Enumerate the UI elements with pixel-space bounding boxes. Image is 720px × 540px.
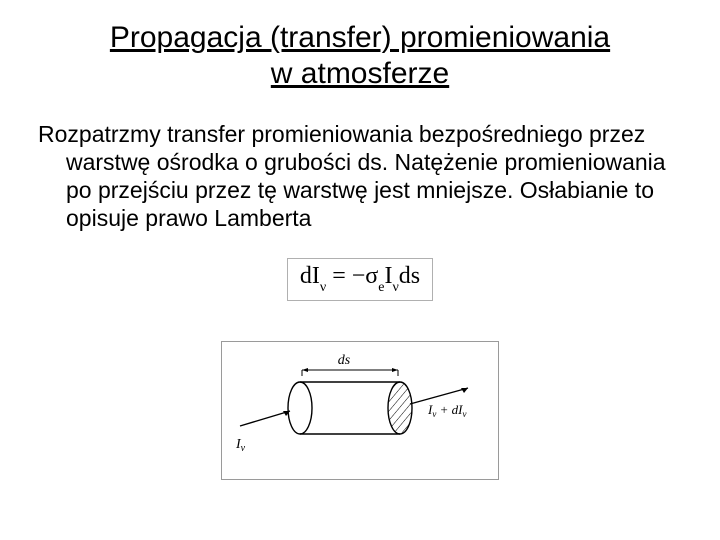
lambert-formula: dIν = −σeIνds <box>287 258 433 301</box>
label-ds: ds <box>338 353 351 368</box>
formula-container: dIν = −σeIνds <box>38 258 682 301</box>
formula-eq: = <box>326 263 352 289</box>
cylinder-diagram: ds Iν Iν + dIν <box>221 341 499 480</box>
label-I-out: Iν + dIν <box>427 402 466 419</box>
formula-sigma: σ <box>365 263 378 289</box>
diagram-container: ds Iν Iν + dIν <box>38 341 682 480</box>
slide: Propagacja (transfer) promieniowania w a… <box>0 0 720 540</box>
formula-dI: dIν <box>300 263 326 289</box>
formula-sub-e: e <box>378 280 384 295</box>
body-paragraph: Rozpatrzmy transfer promieniowania bezpo… <box>66 120 682 232</box>
title-line-2: w atmosferze <box>271 57 449 90</box>
slide-title: Propagacja (transfer) promieniowania w a… <box>38 20 682 92</box>
formula-ds: ds <box>399 263 420 289</box>
label-I-in: Iν <box>235 437 246 454</box>
title-line-1: Propagacja (transfer) promieniowania <box>110 21 610 54</box>
formula-minus: − <box>352 263 366 289</box>
cylinder-svg: ds Iν Iν + dIν <box>230 348 490 468</box>
formula-nu2: ν <box>392 280 398 295</box>
